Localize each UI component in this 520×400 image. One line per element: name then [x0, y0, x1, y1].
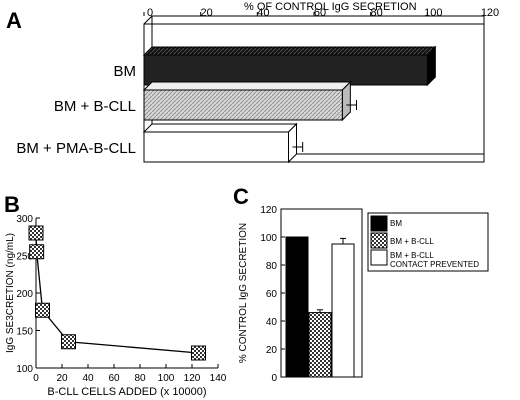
panel-c-legend-label: BM + B-CLL CONTACT PREVENTED: [390, 251, 479, 269]
panel-a-bar: [143, 89, 343, 121]
panel-a-bar-top: [142, 81, 352, 91]
panel-a-category-label: BM + PMA-B-CLL: [16, 140, 136, 157]
panel-b-y-tick-label: 100: [16, 364, 33, 375]
panel-c-bar: [331, 243, 355, 378]
panel-b-x-axis-label: B-CLL CELLS ADDED (x 10000): [47, 386, 206, 398]
panel-b-y-tick-label: 250: [16, 252, 33, 263]
panel-a-x-tick-label: 80: [371, 7, 383, 19]
panel-a-letter: A: [6, 8, 22, 33]
panel-a-x-tick-label: 40: [257, 7, 269, 19]
panel-c-legend-swatch: [370, 232, 388, 249]
panel-c-chart: 0 20 40 60 80 100 120 % CONTROL IgG SECRETION BM…: [238, 205, 489, 384]
panel-c-y-tick-label: 100: [260, 233, 277, 244]
panel-c-bar: [308, 312, 332, 378]
panel-b-x-tick-label: 120: [184, 373, 201, 384]
panel-b-y-tick-label: 200: [16, 289, 33, 300]
panel-b-y-tick-label: 300: [16, 214, 33, 225]
panel-c-legend-box: [367, 212, 489, 272]
panel-b-chart: 100 150 200 250 300 0 20 40 60 80 100 120 140 B-CLL C…: [5, 214, 227, 398]
panel-c-y-tick-label: 120: [260, 205, 277, 216]
panel-b-x-tick-label: 100: [158, 373, 175, 384]
panel-a-frame-edge: [143, 15, 153, 25]
panel-a-x-tick-label: 120: [481, 7, 499, 19]
panel-c-bar: [285, 236, 309, 378]
panel-a-category-label: BM: [114, 63, 137, 80]
panel-b-y-axis-label: IgG SE3CRETION (ng/mL): [5, 233, 16, 353]
panel-a-bar-top: [142, 46, 437, 56]
panel-c-y-axis-label: % CONTROL IgG SECRETION: [238, 223, 249, 363]
panel-b-data-point: [35, 302, 50, 318]
panel-a-x-tick-label: 0: [147, 7, 153, 19]
panel-b-series-line: [35, 232, 199, 354]
panel-b-data-point: [28, 225, 44, 241]
panel-b-x-tick-label: 80: [134, 373, 146, 384]
panel-a-x-tick-label: 60: [314, 7, 326, 19]
panel-c-letter: C: [233, 184, 249, 209]
panel-b-x-tick-label: 140: [210, 373, 227, 384]
panel-c-legend-label-line: BM + B-CLL: [390, 251, 434, 260]
panel-b-x-tick-label: 40: [82, 373, 94, 384]
panel-c-legend-label: BM: [390, 219, 402, 228]
panel-c-legend-swatch: [370, 215, 388, 232]
panel-b-y-tick-label: 150: [16, 327, 33, 338]
panel-c-y-tick-label: 80: [266, 261, 278, 272]
panel-b-letter: B: [4, 192, 20, 217]
panel-a-x-tick-label: 100: [424, 7, 442, 19]
panel-b-x-tick-label: 0: [33, 373, 39, 384]
panel-b-data-point: [61, 334, 76, 350]
panel-c-legend-label: BM + B-CLL: [390, 237, 434, 246]
panel-a-category-label: BM + B-CLL: [54, 98, 136, 115]
panel-a-x-axis-label: % OF CONTROL IgG SECRETION: [244, 1, 417, 13]
panel-c-legend-swatch: [370, 249, 388, 266]
panel-a-chart: % OF CONTROL IgG SECRETION 0 20 40 60 80 100 12…: [16, 1, 499, 164]
panel-a-bar: [143, 54, 428, 86]
panel-b-x-tick-label: 20: [56, 373, 68, 384]
panel-c-y-tick-label: 20: [266, 345, 278, 356]
panel-c-y-tick-label: 60: [266, 289, 278, 300]
panel-c-y-tick-label: 0: [271, 373, 277, 384]
panel-b-x-tick-label: 60: [108, 373, 120, 384]
panel-b-data-point: [29, 244, 45, 260]
panel-a-x-tick-label: 20: [201, 7, 213, 19]
panel-c-y-tick-label: 40: [266, 317, 278, 328]
panel-c-legend-label-line: BM + B-CLL: [390, 237, 434, 246]
panel-b-data-point: [191, 345, 206, 361]
panel-c-legend-label-line: BM: [390, 219, 402, 228]
panel-a-bar-top: [142, 123, 298, 133]
panel-a-bar: [143, 131, 289, 163]
panel-c-legend-label-line: CONTACT PREVENTED: [390, 260, 479, 269]
